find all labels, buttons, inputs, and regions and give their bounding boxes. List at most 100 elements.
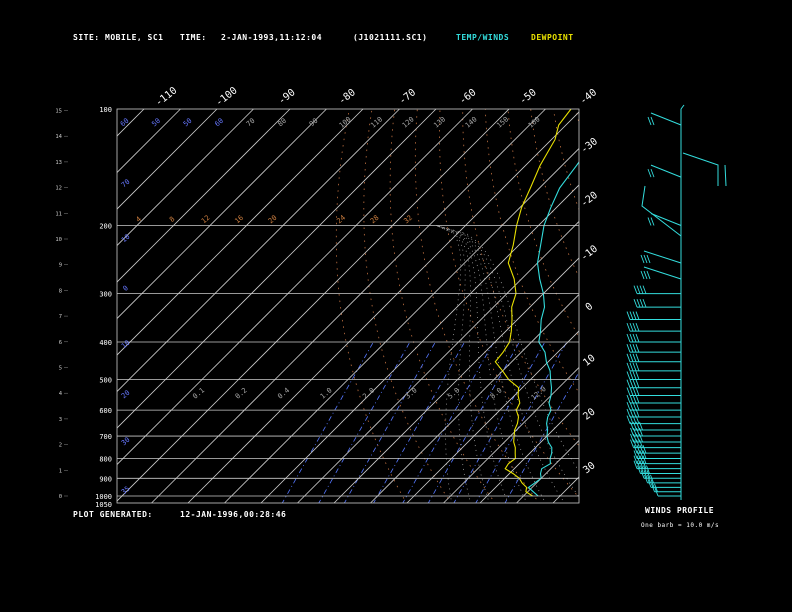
isotherm xyxy=(117,109,510,502)
theta-label: 50 xyxy=(182,117,194,129)
isotherm xyxy=(297,220,579,503)
mixing-ratio-label: 3.0 xyxy=(404,386,419,400)
isotherm xyxy=(117,109,400,393)
wind-barb-flag xyxy=(639,450,644,459)
right-temp-label: 20 xyxy=(581,406,597,422)
isotherm xyxy=(479,403,579,503)
height-tick-label: 9 xyxy=(59,263,62,269)
wind-barb-flag xyxy=(626,401,631,411)
wind-barb-flag xyxy=(650,168,655,178)
wind-barb-flag xyxy=(633,460,638,469)
height-tick-label: 6 xyxy=(59,340,62,346)
height-tick-label: 1 xyxy=(59,468,62,474)
theta-200-label: 12 xyxy=(200,214,212,226)
wind-barb-upper xyxy=(682,152,719,186)
dry-adiabat xyxy=(575,109,579,126)
wind-barb-flag xyxy=(629,362,634,372)
theta-200-label: 16 xyxy=(233,214,245,226)
wind-barb-flag xyxy=(626,333,631,343)
mixing-ratio-line xyxy=(475,341,568,503)
dry-adiabat xyxy=(507,109,579,338)
wind-barb-flag xyxy=(642,450,647,459)
wind-barb-flag xyxy=(647,168,652,178)
isotherm xyxy=(117,109,181,174)
wind-barb-flag xyxy=(639,455,644,464)
wind-barb-flag xyxy=(635,311,640,320)
wind-barb-flag xyxy=(629,344,634,353)
barb-note: One barb = 10.0 m/s xyxy=(641,522,720,529)
left-theta-label: 70 xyxy=(120,178,132,190)
pressure-tick-label: 800 xyxy=(99,455,112,463)
wind-barb-flag xyxy=(629,387,634,396)
right-temp-label: -10 xyxy=(579,244,600,264)
isotherm xyxy=(663,109,792,503)
pressure-tick-label: 200 xyxy=(99,222,112,230)
moist-adiabat xyxy=(436,225,490,503)
pressure-tick-label: 1050 xyxy=(95,501,112,509)
theta-label: 160 xyxy=(527,115,542,129)
isotherm xyxy=(151,109,546,503)
wind-barb-flag xyxy=(639,460,644,469)
temperature-profile xyxy=(527,161,579,497)
dry-adiabat xyxy=(735,109,792,504)
wind-barb-flag xyxy=(626,415,631,424)
left-theta-label: 0 xyxy=(122,284,130,293)
height-tick-label: 13 xyxy=(55,160,62,166)
plot-area xyxy=(117,109,792,504)
top-temp-label: -70 xyxy=(397,87,418,107)
theta-200-label: 32 xyxy=(402,214,414,226)
dry-adiabat xyxy=(389,109,496,503)
wind-barb-flag xyxy=(635,379,640,388)
mixing-ratio-line xyxy=(504,371,579,503)
mixing-ratio-label: 1.0 xyxy=(319,386,334,400)
theta-200-label: 4 xyxy=(135,215,143,224)
pressure-tick-label: 600 xyxy=(99,407,112,415)
wind-barb-flag xyxy=(636,298,641,308)
moist-adiabat xyxy=(436,225,528,503)
wind-barb-flag xyxy=(632,344,637,353)
wind-barb-flag xyxy=(639,285,644,294)
isotherm xyxy=(590,109,792,503)
theta-label: 80 xyxy=(276,117,288,129)
wind-barb-flag xyxy=(626,362,631,372)
theta-label: 130 xyxy=(432,115,447,129)
theta-label: 110 xyxy=(369,115,384,129)
wind-barb-flag xyxy=(636,450,641,459)
dry-adiabat xyxy=(780,109,792,504)
wind-barb-flag xyxy=(642,460,647,469)
wind-barb-flag xyxy=(636,433,640,443)
mixing-ratio-line xyxy=(281,341,374,503)
wind-barb xyxy=(650,164,682,178)
wind-barb-flag xyxy=(642,445,647,454)
top-temp-label: -80 xyxy=(337,87,358,107)
wind-barb-flag xyxy=(632,379,637,388)
wind-barb-flag xyxy=(647,474,651,484)
wind-barb-flag xyxy=(640,270,645,280)
wind-barb-flag xyxy=(635,353,640,362)
wind-barb-flag xyxy=(639,439,643,448)
dry-adiabat xyxy=(757,109,792,504)
right-temp-label: 10 xyxy=(581,353,597,369)
mixing-ratio-label: 2.0 xyxy=(361,386,376,400)
height-tick-label: 12 xyxy=(55,186,62,192)
isotherm xyxy=(333,257,579,503)
wind-barb-flag xyxy=(636,439,640,448)
isotherm xyxy=(626,109,792,503)
mixing-ratio-line xyxy=(373,341,465,503)
theta-200-label: 8 xyxy=(168,215,176,224)
dry-adiabat xyxy=(712,109,792,504)
wind-barb-flag xyxy=(633,433,637,443)
wind-barb-flag xyxy=(636,445,641,454)
wind-staff-top xyxy=(680,104,685,110)
wind-barb-flag xyxy=(629,379,634,388)
theta-label: 60 xyxy=(119,117,131,129)
theta-label: 150 xyxy=(495,115,510,129)
wind-barb-flag xyxy=(632,353,637,362)
wind-barb-flag xyxy=(630,433,634,443)
height-tick-label: 8 xyxy=(59,288,62,294)
wind-barb xyxy=(643,266,682,280)
wind-barb-flag xyxy=(637,465,641,474)
wind-barb-flag xyxy=(643,254,648,264)
theta-200-label: 28 xyxy=(369,214,381,226)
